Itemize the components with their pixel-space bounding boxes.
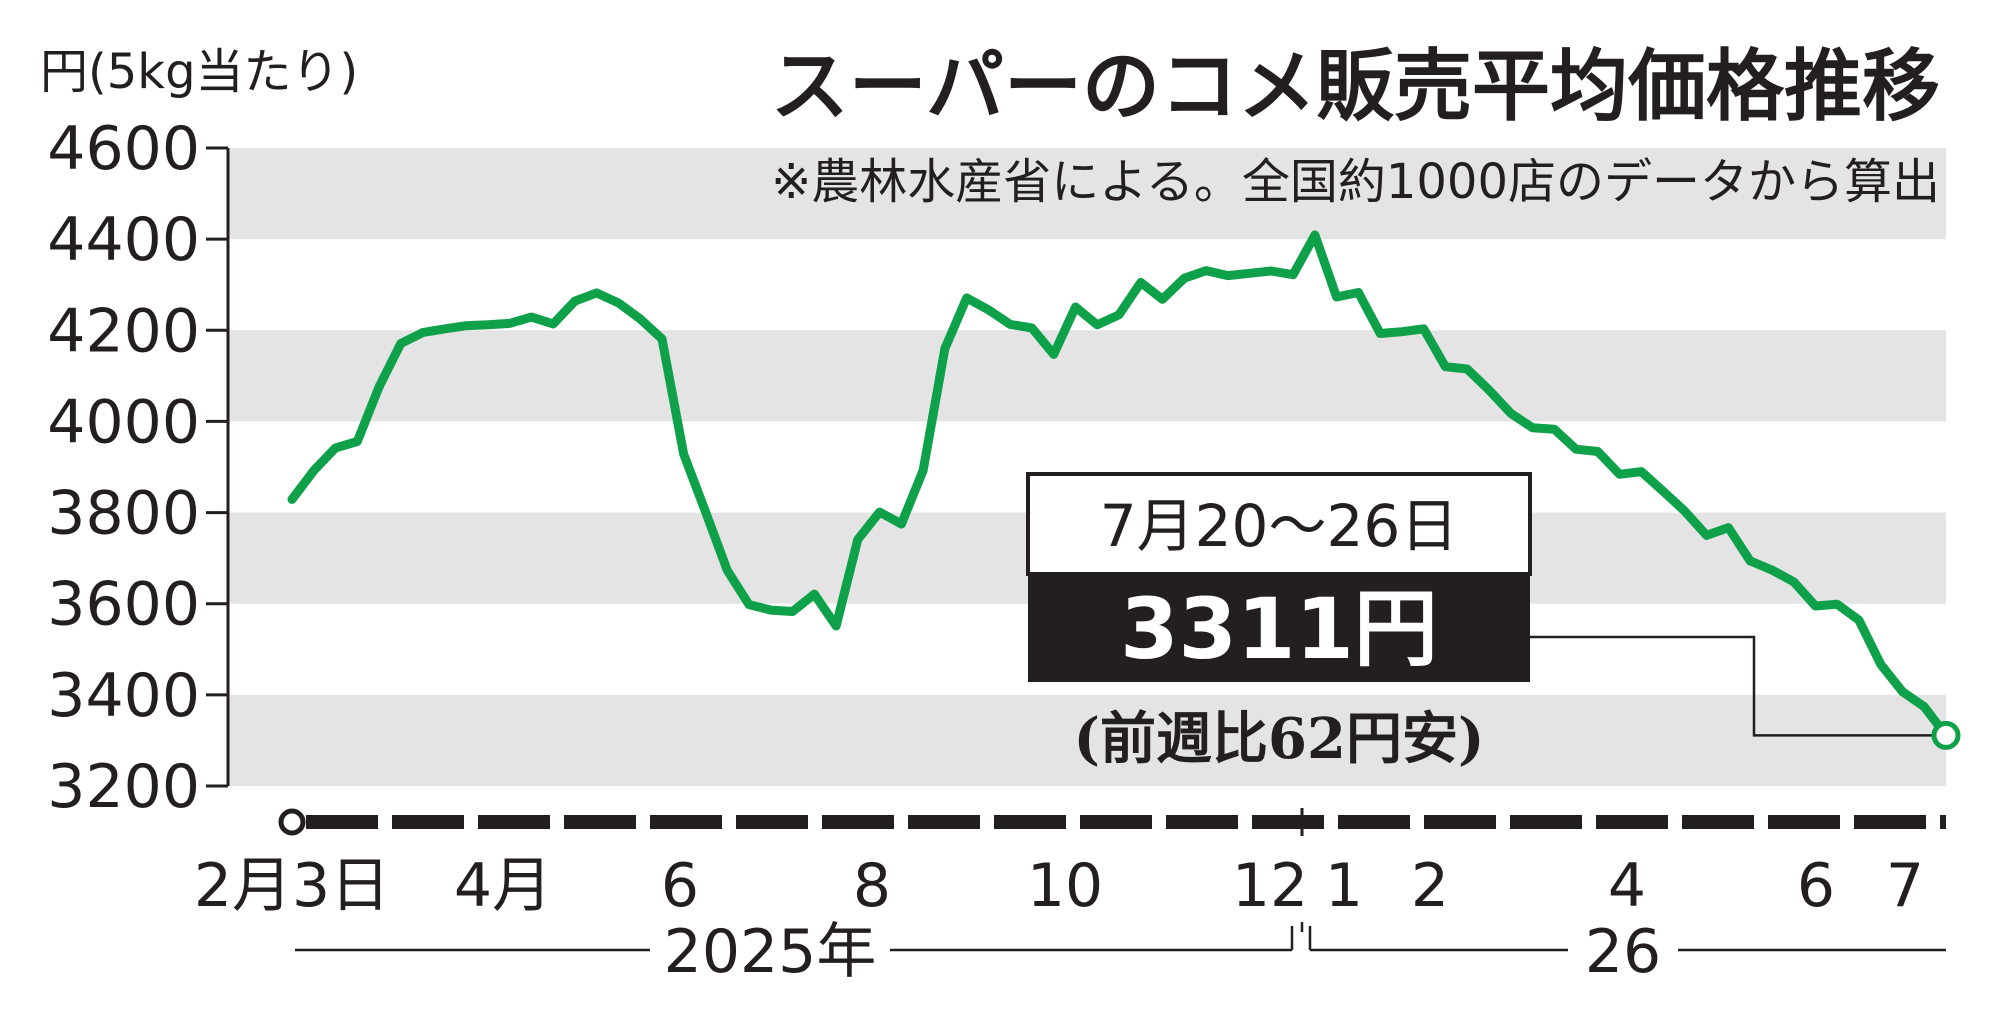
grid-bands <box>228 148 1946 786</box>
y-tick-label: 4400 <box>47 205 200 275</box>
time-axis-segment <box>1166 815 1238 829</box>
x-tick-label: 2月3日 <box>194 851 390 921</box>
annotation-leader-line <box>1530 635 1934 737</box>
y-tick-label: 3400 <box>47 661 200 731</box>
time-axis-segment <box>822 815 894 829</box>
time-axis-segment <box>736 815 808 829</box>
time-axis-segment <box>1854 815 1926 829</box>
year-label-2026: 26 <box>1585 917 1661 987</box>
time-axis-segment <box>392 815 464 829</box>
grid-band <box>228 694 1946 786</box>
time-axis-segment <box>650 815 722 829</box>
annotation-price-box <box>1028 574 1530 682</box>
y-tick-label: 4600 <box>47 114 200 184</box>
annotation-date-box <box>1026 472 1532 576</box>
x-tick-label: 4 <box>1608 851 1646 921</box>
time-axis-segment <box>478 815 550 829</box>
annotation-change: (前週比62円安) <box>1074 706 1485 772</box>
time-axis-segment <box>908 815 980 829</box>
x-tick-label: 6 <box>1797 851 1835 921</box>
time-axis-segment <box>1940 815 1946 829</box>
time-axis-segment <box>1596 815 1668 829</box>
time-axis-segment <box>1682 815 1754 829</box>
x-tick-label: 4月 <box>454 851 552 921</box>
time-axis-segment <box>1510 815 1582 829</box>
x-tick-label: 1 <box>1325 851 1363 921</box>
chart-subtitle: ※農林水産省による。全国約1000店のデータから算出 <box>771 154 1940 210</box>
year-label-2025: 2025年 <box>664 917 877 987</box>
y-axis-ticks: 4600 4400 4200 4000 3800 3600 3400 3200 <box>47 114 228 822</box>
x-tick-label: 10 <box>1027 851 1103 921</box>
y-tick-label: 4000 <box>47 387 200 457</box>
time-axis-segment <box>1424 815 1496 829</box>
time-axis-segment <box>1338 815 1410 829</box>
y-tick-label: 4200 <box>47 296 200 366</box>
y-axis-unit-label: 円(5kg当たり) <box>40 44 358 100</box>
end-point-marker <box>1931 720 1961 750</box>
x-tick-label: 6 <box>661 851 699 921</box>
y-tick-label: 3800 <box>47 479 200 549</box>
time-axis <box>306 808 1946 836</box>
time-axis-segment <box>994 815 1066 829</box>
price-series-line <box>287 230 1951 740</box>
annotation-price: 3311円 <box>1120 580 1438 678</box>
grid-band <box>228 148 1946 240</box>
time-axis-segment <box>1768 815 1840 829</box>
x-tick-label: 7 <box>1886 851 1924 921</box>
time-axis-segment <box>1252 815 1324 829</box>
chart-title: スーパーのコメ販売平均価格推移 <box>771 42 1940 132</box>
time-axis-segment <box>1080 815 1152 829</box>
x-axis-tick-labels: 2月3日 4月 6 8 10 12 1 2 4 6 7 <box>194 851 1924 921</box>
time-axis-segment <box>564 815 636 829</box>
x-tick-label: 12 <box>1232 851 1308 921</box>
y-tick-label: 3200 <box>47 752 200 822</box>
grid-band <box>228 330 1946 422</box>
start-point-marker <box>278 808 306 836</box>
annotation-date: 7月20〜26日 <box>1100 492 1459 560</box>
x-tick-label: 2 <box>1411 851 1449 921</box>
time-axis-segment <box>306 815 378 829</box>
y-tick-label: 3600 <box>47 570 200 640</box>
x-tick-label: 8 <box>853 851 891 921</box>
